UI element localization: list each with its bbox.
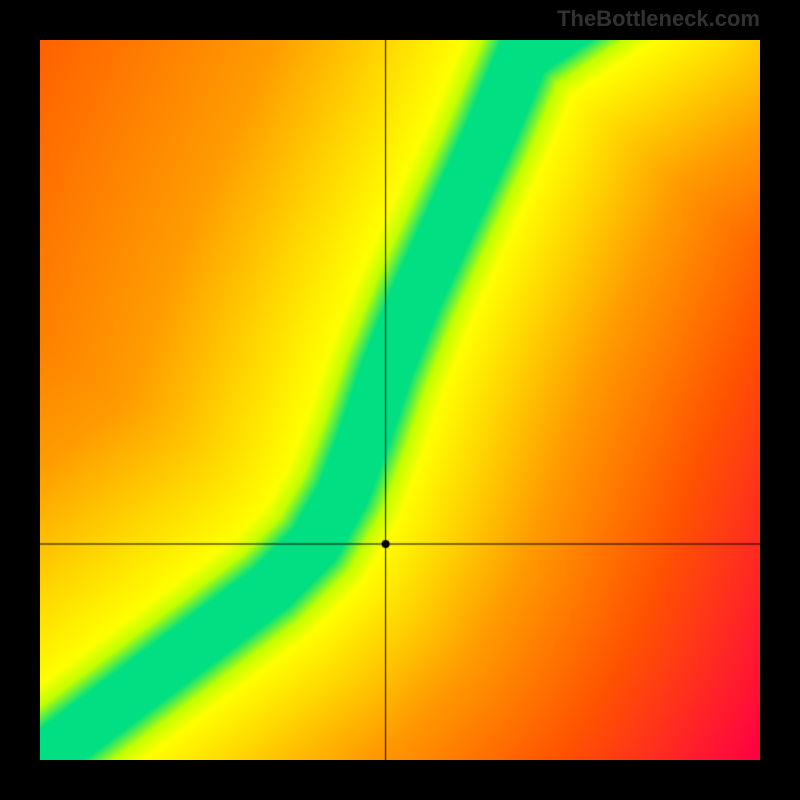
bottleneck-heatmap: [40, 40, 760, 760]
watermark-text: TheBottleneck.com: [557, 6, 760, 32]
chart-container: TheBottleneck.com: [0, 0, 800, 800]
